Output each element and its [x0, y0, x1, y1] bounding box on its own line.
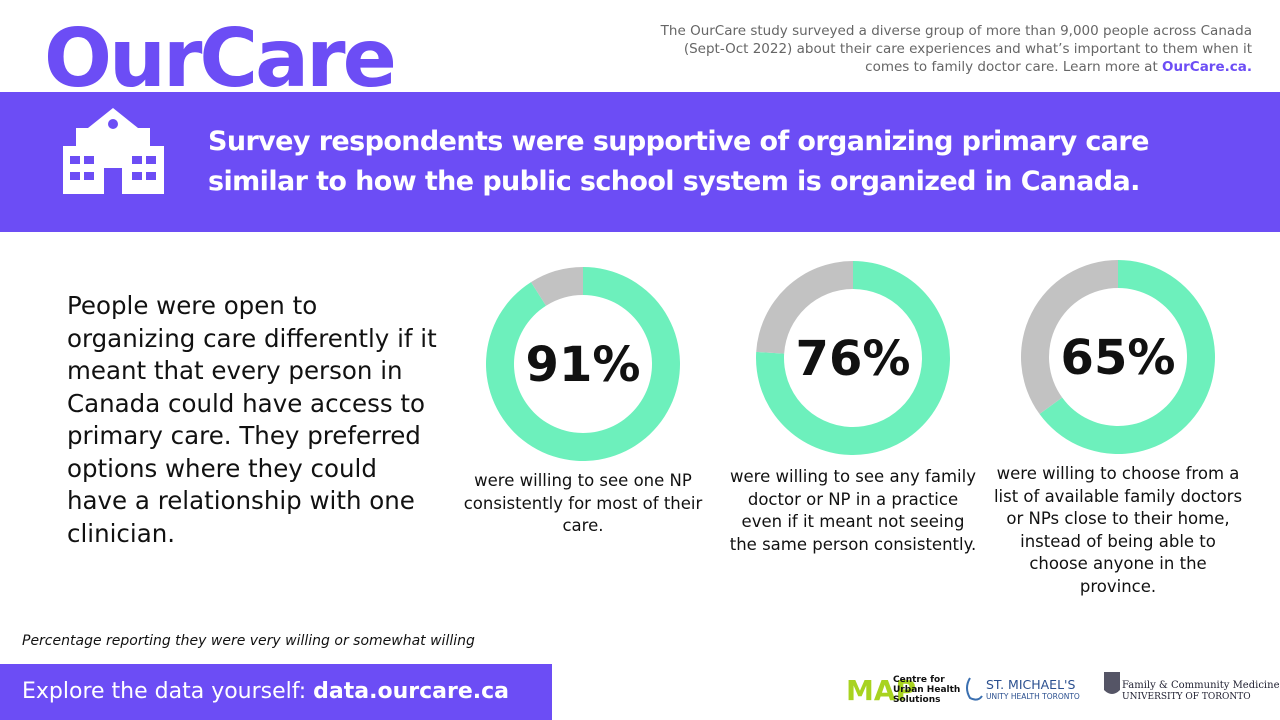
- caption: were willing to see any family doctor or…: [729, 467, 977, 554]
- smh-icon: [966, 677, 983, 701]
- body-text: People were open to organizing care diff…: [67, 291, 437, 548]
- map-mark: MAP: [846, 674, 916, 707]
- caption: were willing to choose from a list of av…: [993, 464, 1243, 596]
- map-logo: MAP: [846, 674, 916, 707]
- map-name: Centre for Urban Health Solutions: [893, 675, 961, 705]
- donut-segment: [1021, 260, 1118, 415]
- donut-segment: [1039, 260, 1215, 454]
- footer-link[interactable]: data.ourcare.ca: [313, 679, 509, 704]
- caption: were willing to see one NP consistently …: [463, 471, 703, 535]
- logo: OurCare: [44, 12, 397, 105]
- smh-name: ST. MICHAEL'S: [986, 677, 1076, 692]
- intro-link[interactable]: OurCare.ca.: [1162, 59, 1252, 75]
- center-label: 91%: [526, 337, 641, 393]
- intro-text: The OurCare study surveyed a diverse gro…: [660, 23, 1252, 75]
- footnote: Percentage reporting they were very will…: [22, 633, 475, 649]
- banner: [0, 92, 1280, 232]
- intro: The OurCare study surveyed a diverse gro…: [652, 22, 1252, 76]
- uoft-crest: [1104, 672, 1120, 694]
- uoft-name: UNIVERSITY OF TORONTO: [1122, 692, 1251, 702]
- smh-sub: UNITY HEALTH TORONTO: [986, 692, 1080, 701]
- banner-text: Survey respondents were supportive of or…: [208, 126, 1149, 197]
- school-icon: [63, 108, 164, 194]
- center-label: 76%: [796, 331, 911, 387]
- footer: Explore the data yourself: data.ourcare.…: [0, 664, 552, 720]
- center-label: 65%: [1061, 330, 1176, 386]
- donut-segment: [756, 261, 853, 354]
- uoft-dept: Family & Community Medicine: [1122, 680, 1280, 691]
- donut-segment: [531, 267, 583, 306]
- footer-prompt: Explore the data yourself:: [22, 679, 307, 704]
